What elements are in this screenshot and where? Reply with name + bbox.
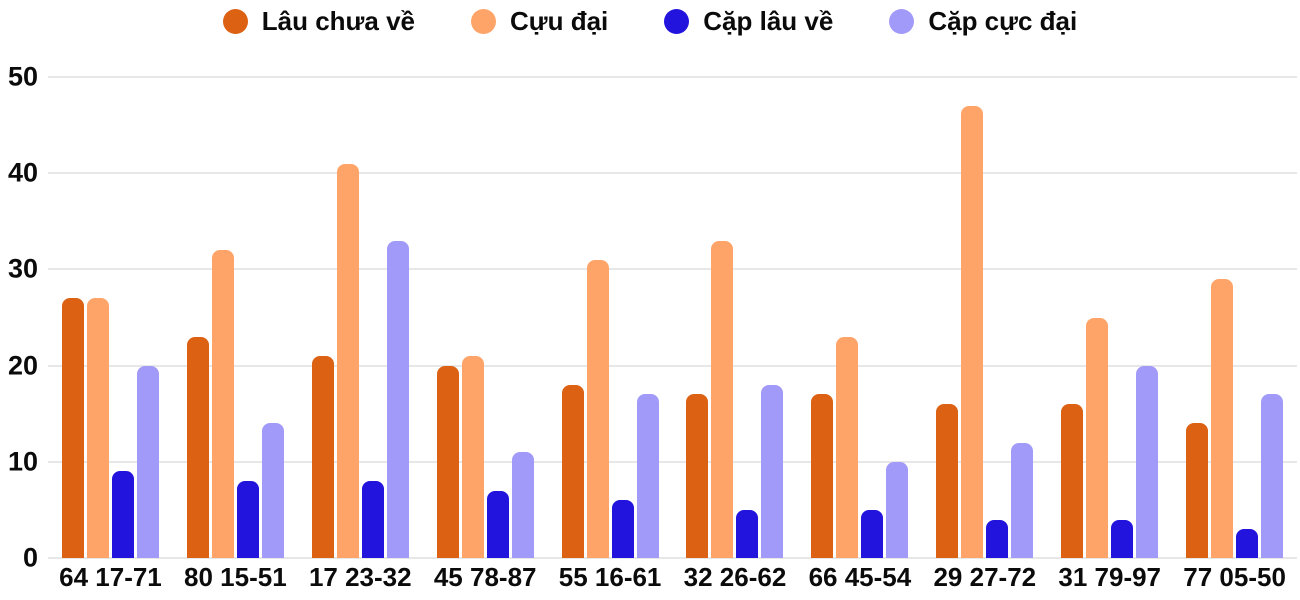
bar-Cặp cực đại-64 17-71[interactable] bbox=[136, 365, 159, 558]
bar-Lâu chưa về-55 16-61[interactable] bbox=[561, 384, 584, 558]
bar-group bbox=[1172, 77, 1297, 558]
legend-item-3[interactable]: Cặp cực đại bbox=[889, 6, 1077, 37]
bar-Cặp cực đại-77 05-50[interactable] bbox=[1261, 394, 1284, 558]
gridline bbox=[48, 364, 1297, 367]
bar-group bbox=[548, 77, 673, 558]
bar-Lâu chưa về-17 23-32[interactable] bbox=[311, 355, 334, 558]
bar-group bbox=[298, 77, 423, 558]
bar-Cặp lâu về-55 16-61[interactable] bbox=[611, 500, 634, 558]
gridline bbox=[48, 268, 1297, 271]
legend-swatch-icon bbox=[664, 9, 690, 34]
legend-swatch-icon bbox=[889, 9, 915, 34]
y-axis-tick-label: 10 bbox=[7, 446, 38, 477]
bar-Cặp lâu về-80 15-51[interactable] bbox=[236, 481, 259, 558]
legend-swatch-icon bbox=[471, 9, 496, 34]
y-axis-tick-label: 0 bbox=[22, 542, 38, 573]
bar-Cặp lâu về-64 17-71[interactable] bbox=[111, 471, 134, 558]
bar-Cựu đại-64 17-71[interactable] bbox=[86, 298, 109, 558]
y-axis: 0 10 20 30 40 50 bbox=[0, 63, 42, 571]
x-axis: 64 17-71 80 15-51 17 23-32 45 78-87 55 16-61… bbox=[48, 562, 1297, 593]
bar-group bbox=[173, 77, 298, 558]
bar-Cựu đại-17 23-32[interactable] bbox=[336, 163, 359, 558]
legend-item-2[interactable]: Cặp lâu về bbox=[664, 6, 833, 37]
x-axis-label: 45 78-87 bbox=[433, 562, 537, 592]
bar-Cặp lâu về-66 45-54[interactable] bbox=[861, 509, 884, 558]
bar-Cặp cực đại-29 27-72[interactable] bbox=[1011, 442, 1034, 558]
y-axis-tick-label: 30 bbox=[7, 253, 38, 284]
y-axis-tick-label: 50 bbox=[7, 61, 38, 92]
legend-item-0[interactable]: Lâu chưa về bbox=[222, 6, 415, 37]
y-axis-tick-label: 40 bbox=[7, 157, 38, 188]
x-axis-label: 66 45-54 bbox=[808, 562, 912, 592]
gridline bbox=[48, 557, 1297, 559]
legend-label: Cựu đại bbox=[510, 6, 609, 36]
bar-Cựu đại-80 15-51[interactable] bbox=[211, 250, 234, 558]
chart-legend: Lâu chưa về Cựu đại Cặp lâu về Cặp cực đại bbox=[0, 6, 1300, 37]
bar-Cặp cực đại-80 15-51[interactable] bbox=[261, 423, 284, 558]
bar-Cựu đại-45 78-87[interactable] bbox=[461, 355, 484, 558]
x-axis-label: 32 26-62 bbox=[683, 562, 787, 592]
bar-Lâu chưa về-64 17-71[interactable] bbox=[61, 298, 84, 558]
bar-Cặp cực đại-66 45-54[interactable] bbox=[886, 461, 909, 558]
x-axis-label: 77 05-50 bbox=[1183, 562, 1286, 592]
legend-swatch-icon bbox=[222, 9, 248, 34]
bar-group bbox=[922, 77, 1047, 558]
x-axis-label: 80 15-51 bbox=[184, 562, 287, 592]
x-axis-label: 55 16-61 bbox=[558, 562, 662, 592]
legend-item-1[interactable]: Cựu đại bbox=[471, 6, 608, 37]
x-axis-label: 64 17-71 bbox=[59, 562, 162, 592]
legend-label: Cặp cực đại bbox=[928, 6, 1078, 36]
bar-group bbox=[423, 77, 548, 558]
bar-Cặp lâu về-17 23-32[interactable] bbox=[361, 481, 384, 558]
legend-label: Lâu chưa về bbox=[261, 6, 415, 36]
bar-Cặp cực đại-32 26-62[interactable] bbox=[761, 384, 784, 558]
bar-Cặp lâu về-31 79-97[interactable] bbox=[1111, 519, 1134, 558]
bar-Cựu đại-55 16-61[interactable] bbox=[586, 259, 609, 558]
bar-Lâu chưa về-45 78-87[interactable] bbox=[436, 365, 459, 558]
gridline bbox=[48, 172, 1297, 175]
x-axis-label: 17 23-32 bbox=[308, 562, 412, 592]
bar-Lâu chưa về-77 05-50[interactable] bbox=[1186, 423, 1209, 558]
plot-area bbox=[48, 76, 1297, 559]
legend-label: Cặp lâu về bbox=[703, 6, 834, 36]
bar-group bbox=[673, 77, 798, 558]
y-axis-tick-label: 20 bbox=[7, 350, 38, 381]
x-axis-label: 29 27-72 bbox=[933, 562, 1037, 592]
bar-Lâu chưa về-80 15-51[interactable] bbox=[186, 336, 209, 558]
bar-Cặp cực đại-55 16-61[interactable] bbox=[636, 394, 659, 558]
bar-Lâu chưa về-66 45-54[interactable] bbox=[811, 394, 834, 558]
bar-Cặp lâu về-77 05-50[interactable] bbox=[1236, 529, 1259, 558]
gridline bbox=[48, 460, 1297, 463]
bar-Lâu chưa về-31 79-97[interactable] bbox=[1061, 404, 1084, 558]
bar-Lâu chưa về-32 26-62[interactable] bbox=[686, 394, 709, 558]
bar-Cặp cực đại-17 23-32[interactable] bbox=[386, 240, 409, 558]
bar-group bbox=[1047, 77, 1172, 558]
gridline bbox=[48, 76, 1297, 78]
bar-Cặp lâu về-45 78-87[interactable] bbox=[486, 490, 509, 558]
bar-Cặp cực đại-31 79-97[interactable] bbox=[1136, 365, 1159, 558]
bar-Cựu đại-77 05-50[interactable] bbox=[1211, 279, 1234, 558]
bar-Cặp lâu về-32 26-62[interactable] bbox=[736, 509, 759, 558]
bar-Cặp lâu về-29 27-72[interactable] bbox=[986, 519, 1009, 558]
bar-Cặp cực đại-45 78-87[interactable] bbox=[511, 452, 534, 558]
bar-Cựu đại-31 79-97[interactable] bbox=[1086, 317, 1109, 558]
bar-group bbox=[797, 77, 922, 558]
bar-group bbox=[48, 77, 173, 558]
bar-Lâu chưa về-29 27-72[interactable] bbox=[936, 404, 959, 558]
bar-groups bbox=[48, 77, 1297, 558]
bar-Cựu đại-66 45-54[interactable] bbox=[836, 336, 859, 558]
x-axis-label: 31 79-97 bbox=[1058, 562, 1162, 592]
bar-Cựu đại-29 27-72[interactable] bbox=[961, 105, 984, 558]
bar-Cựu đại-32 26-62[interactable] bbox=[711, 240, 734, 558]
